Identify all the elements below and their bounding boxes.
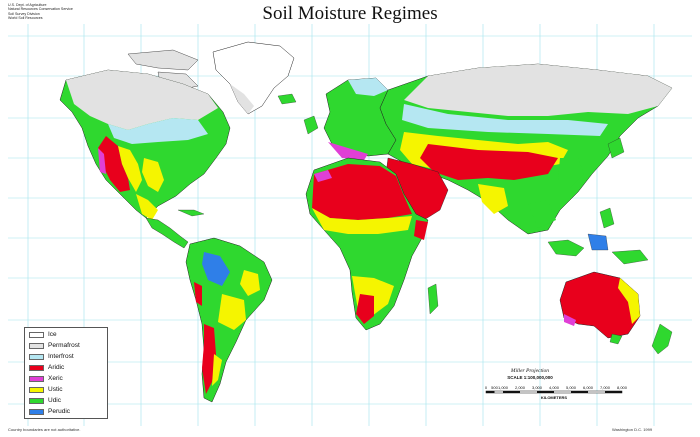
legend-swatch-ustic	[29, 387, 44, 393]
legend-swatch-aridic	[29, 365, 44, 371]
agency-line-2: Natural Resources Conservation Service	[8, 7, 73, 12]
region-australia	[559, 271, 673, 355]
legend-swatch-perudic	[29, 409, 44, 415]
region-africa	[305, 157, 439, 331]
scale-label: SCALE 1:100,000,000	[507, 375, 553, 380]
world-map-svg	[8, 24, 692, 426]
legend: Ice Permafrost Interfrost Aridic Xeric U…	[24, 327, 108, 419]
region-south-america	[185, 237, 273, 403]
scale-bar-segment	[537, 391, 554, 393]
scale-tick-label: 3,000	[532, 385, 543, 390]
region-europe	[277, 77, 397, 160]
scale-tick-label: 500	[491, 385, 498, 390]
legend-label-xeric: Xeric	[48, 375, 63, 382]
world-map	[8, 24, 692, 426]
scale-tick-label: 8,000	[617, 385, 628, 390]
scale-tick-label: 1,000	[498, 385, 509, 390]
agency-credit: U.S. Dept. of Agriculture Natural Resour…	[8, 3, 73, 20]
region-southeast-asia	[547, 207, 649, 265]
scale-tick-label: 6,000	[583, 385, 594, 390]
legend-label-udic: Udic	[48, 397, 62, 404]
scale-bar-segment	[503, 391, 520, 393]
scale-bar-segment	[571, 391, 588, 393]
legend-label-permafrost: Permafrost	[48, 342, 80, 349]
scale-tick-label: 4,000	[549, 385, 560, 390]
legend-label-aridic: Aridic	[48, 364, 65, 371]
legend-swatch-interfrost	[29, 354, 44, 360]
legend-label-ice: Ice	[48, 331, 57, 338]
scale-tick-label: 7,000	[600, 385, 611, 390]
agency-line-3: Soil Survey Division	[8, 11, 40, 16]
legend-swatch-udic	[29, 398, 44, 404]
legend-swatch-ice	[29, 332, 44, 338]
legend-label-perudic: Perudic	[48, 408, 71, 415]
agency-line-4: World Soil Resources	[8, 15, 43, 20]
scale-tick-label: 2,000	[515, 385, 526, 390]
footer-note: Country boundaries are not authoritative…	[8, 427, 81, 432]
scale-tick-label: 0	[485, 385, 488, 390]
projection-label: Miller Projection	[510, 368, 550, 374]
scale-bar: 0 500 1,000 2,000 3,000 4,000 5,000 6,000 7,000 8…	[480, 383, 628, 405]
legend-swatch-permafrost	[29, 343, 44, 349]
region-asia	[379, 63, 673, 235]
legend-label-interfrost: Interfrost	[48, 353, 74, 360]
legend-label-ustic: Ustic	[48, 386, 63, 393]
scale-bar-segment	[486, 391, 495, 393]
agency-line-1: U.S. Dept. of Agriculture	[8, 3, 47, 7]
scale-unit: KILOMETERS	[541, 395, 568, 400]
map-title: Soil Moisture Regimes	[262, 3, 438, 24]
scale-bar-svg: 0 500 1,000 2,000 3,000 4,000 5,000 6,000 7,000 8…	[485, 385, 628, 400]
scale-tick-label: 5,000	[566, 385, 577, 390]
legend-swatch-xeric	[29, 376, 44, 382]
scale-bar-segment	[605, 391, 622, 393]
region-north-america	[59, 69, 231, 220]
region-central-america	[145, 209, 205, 249]
footer-place-date: Washington D.C. 1999	[612, 427, 653, 432]
